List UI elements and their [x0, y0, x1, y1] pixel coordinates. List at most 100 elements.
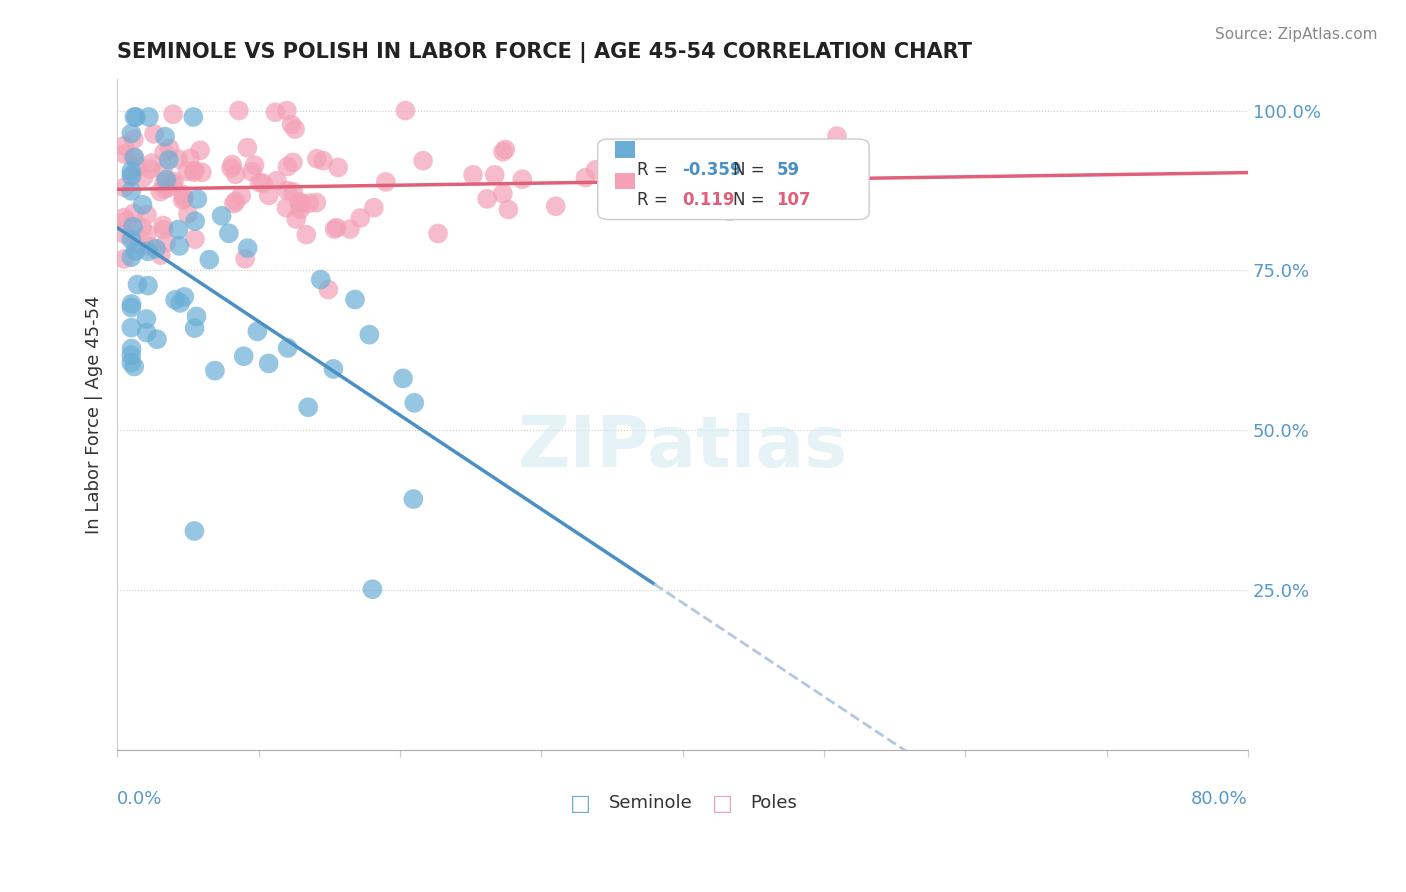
- Point: [494, 143, 516, 157]
- Point: [153, 176, 176, 190]
- Point: [120, 348, 142, 362]
- Point: [225, 194, 247, 209]
- Point: [281, 185, 304, 199]
- FancyBboxPatch shape: [614, 172, 636, 189]
- Point: [257, 356, 280, 370]
- Text: R =: R =: [637, 192, 673, 210]
- Point: [392, 371, 415, 385]
- Point: [141, 156, 163, 170]
- Point: [295, 227, 318, 242]
- Point: [121, 297, 143, 311]
- Point: [159, 141, 181, 155]
- Point: [252, 176, 274, 190]
- Point: [349, 211, 371, 225]
- Point: [394, 103, 416, 118]
- Point: [305, 152, 328, 166]
- Point: [326, 161, 349, 175]
- Point: [173, 290, 195, 304]
- Text: 80.0%: 80.0%: [1191, 790, 1249, 808]
- Point: [149, 185, 172, 199]
- Point: [153, 182, 176, 196]
- Point: [177, 207, 200, 221]
- Point: [152, 222, 174, 236]
- Point: [246, 325, 269, 339]
- Point: [280, 118, 302, 132]
- Point: [363, 201, 385, 215]
- Point: [120, 301, 142, 315]
- Point: [120, 233, 142, 247]
- Point: [122, 132, 145, 146]
- Point: [121, 169, 143, 183]
- Point: [291, 196, 314, 211]
- Point: [176, 164, 198, 178]
- Point: [264, 105, 287, 120]
- Point: [112, 138, 135, 153]
- Point: [124, 110, 146, 124]
- Point: [149, 248, 172, 262]
- Point: [131, 220, 153, 235]
- Point: [284, 122, 307, 136]
- Point: [124, 151, 146, 165]
- Point: [139, 162, 162, 177]
- Point: [544, 199, 567, 213]
- Point: [172, 187, 194, 202]
- Point: [112, 227, 135, 241]
- Point: [233, 252, 256, 266]
- Point: [183, 321, 205, 335]
- Point: [711, 172, 734, 186]
- Point: [323, 222, 346, 236]
- Point: [228, 103, 250, 118]
- Text: N =: N =: [734, 192, 770, 210]
- Point: [243, 158, 266, 172]
- Point: [427, 227, 450, 241]
- FancyBboxPatch shape: [614, 141, 636, 158]
- Point: [374, 175, 396, 189]
- Point: [218, 227, 240, 241]
- Point: [188, 144, 211, 158]
- Point: [718, 204, 741, 219]
- Point: [322, 362, 344, 376]
- Point: [153, 129, 176, 144]
- Point: [167, 152, 190, 166]
- Point: [219, 161, 242, 176]
- Point: [112, 252, 135, 266]
- Point: [309, 272, 332, 286]
- Point: [825, 129, 848, 144]
- Point: [131, 198, 153, 212]
- Point: [165, 293, 187, 307]
- Point: [297, 401, 319, 415]
- Point: [183, 524, 205, 538]
- Point: [662, 201, 685, 215]
- Point: [249, 176, 271, 190]
- Point: [240, 165, 263, 179]
- Point: [221, 158, 243, 172]
- Point: [186, 310, 208, 324]
- Point: [132, 170, 155, 185]
- Point: [288, 202, 311, 217]
- Point: [361, 582, 384, 597]
- Point: [145, 242, 167, 256]
- Text: □: □: [711, 794, 733, 814]
- Point: [402, 491, 425, 506]
- Point: [127, 277, 149, 292]
- Point: [120, 250, 142, 264]
- Point: [404, 396, 426, 410]
- Text: Seminole: Seminole: [609, 794, 693, 812]
- Text: 59: 59: [776, 161, 800, 179]
- Point: [236, 140, 259, 154]
- Point: [135, 326, 157, 340]
- Point: [276, 160, 298, 174]
- Point: [122, 150, 145, 164]
- Point: [325, 220, 347, 235]
- Point: [162, 107, 184, 121]
- Point: [184, 214, 207, 228]
- Point: [172, 193, 194, 207]
- Point: [222, 196, 245, 211]
- Point: [173, 191, 195, 205]
- Text: R =: R =: [637, 161, 673, 179]
- Point: [122, 359, 145, 374]
- Point: [138, 239, 160, 253]
- Point: [156, 180, 179, 194]
- Point: [412, 153, 434, 168]
- Point: [122, 206, 145, 220]
